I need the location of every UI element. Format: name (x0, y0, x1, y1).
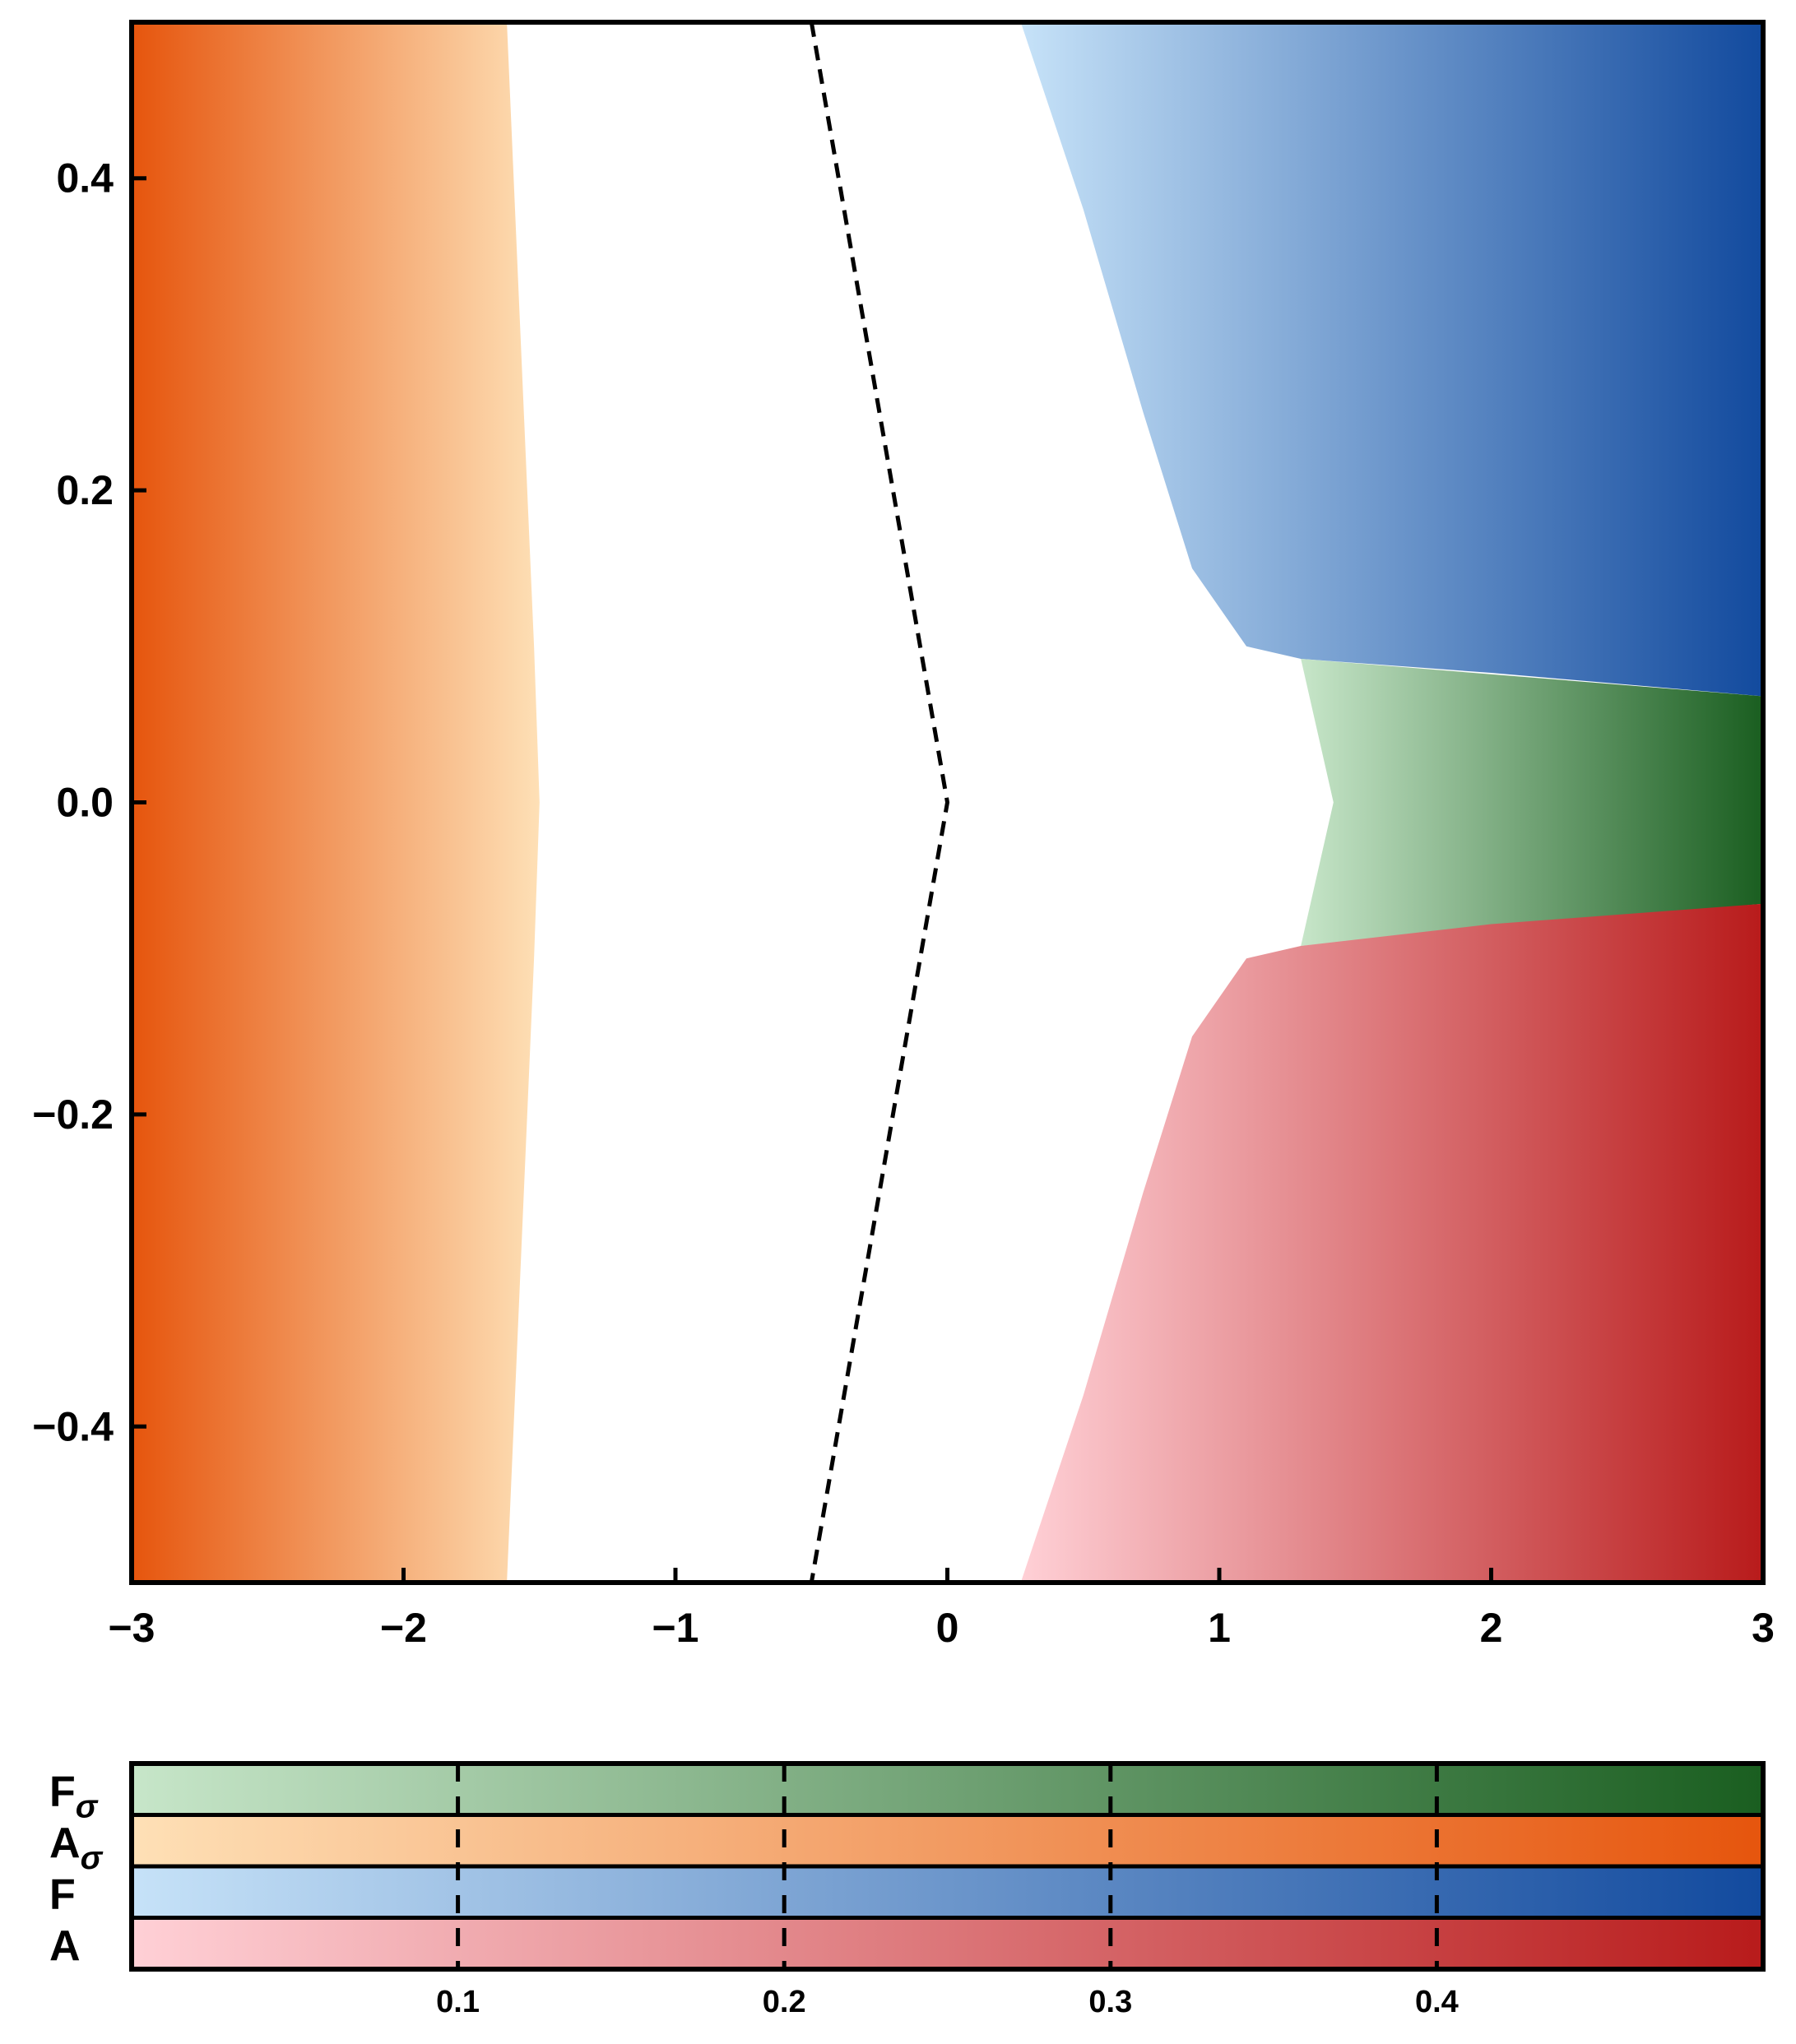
y-tick-label: −0.2 (32, 1092, 114, 1138)
x-tick-label: 3 (1752, 1605, 1775, 1651)
region-A (1020, 903, 1763, 1583)
y-tick-label: −0.4 (32, 1403, 114, 1449)
colorbar-tick-label: 0.4 (1415, 1985, 1459, 2019)
colorbar-row-label-main: F (49, 1870, 76, 1918)
colorbar-row (132, 1866, 1763, 1918)
colorbar-tick-label: 0.3 (1088, 1985, 1132, 2019)
colorbar-row-label: Aσ (49, 1819, 104, 1876)
colorbar-tick-label: 0.1 (436, 1985, 480, 2019)
x-tick-label: −2 (380, 1605, 427, 1651)
main-chart: −3 −2 −1 0 1 2 3 0.4 0.2 0.0 −0.2 −0.4 (32, 20, 1775, 1651)
region-F (1020, 22, 1763, 697)
region-Fsigma (1301, 659, 1763, 946)
x-tick-label: −3 (108, 1605, 155, 1651)
colorbar-row-label: F (49, 1870, 76, 1918)
y-tick-label: 0.0 (56, 780, 114, 826)
colorbar-row-label-main: F (49, 1768, 76, 1815)
x-tick-label: 0 (936, 1605, 959, 1651)
colorbar-row-label-main: A (49, 1819, 81, 1867)
y-tick-label: 0.2 (56, 467, 114, 513)
colorbar-row (132, 1917, 1763, 1969)
x-tick-label: −1 (652, 1605, 698, 1651)
dashed-boundary-line (809, 21, 950, 1583)
colorbar-row (132, 1815, 1763, 1866)
x-tick-label: 2 (1480, 1605, 1503, 1651)
colorbar-tick-label: 0.2 (763, 1985, 806, 2019)
colorbar-row-label: A (49, 1922, 81, 1970)
colorbar-frame (129, 1761, 1766, 1972)
colorbar-row-label-main: A (49, 1922, 81, 1970)
colorbar-row-label-sub: σ (76, 1788, 99, 1824)
colorbar-row-label-sub: σ (81, 1840, 104, 1876)
colorbar-row (132, 1764, 1763, 1815)
colorbar-row-label: Fσ (49, 1768, 99, 1824)
y-tick-label: 0.4 (56, 155, 114, 202)
region-Asigma (132, 22, 540, 1583)
x-tick-label: 1 (1208, 1605, 1231, 1651)
